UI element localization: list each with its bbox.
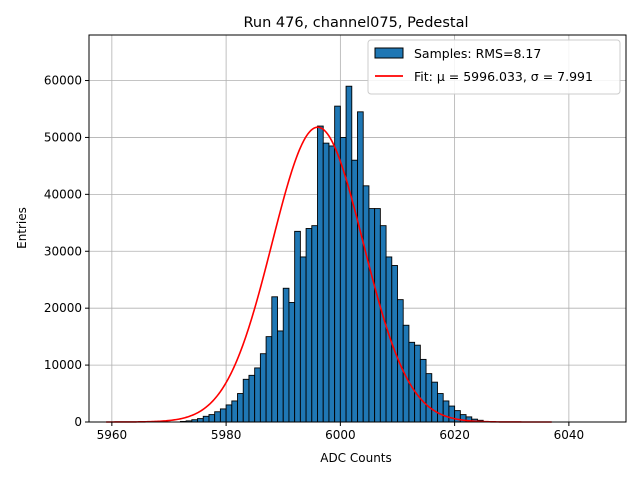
x-tick-label: 5980 xyxy=(211,428,242,442)
histogram-bar xyxy=(214,411,221,423)
histogram-bar xyxy=(374,208,381,423)
x-axis-label: ADC Counts xyxy=(320,451,392,465)
histogram-bar xyxy=(288,302,296,423)
histogram-bar xyxy=(219,408,227,423)
y-tick-label: 0 xyxy=(74,415,82,429)
gaussian-fit-line xyxy=(106,126,552,423)
histogram-bar xyxy=(425,373,433,423)
histogram-bar xyxy=(322,142,330,423)
x-tick-label: 6020 xyxy=(439,428,470,442)
histogram-bar xyxy=(231,400,238,423)
histogram-bar xyxy=(282,287,290,423)
y-tick-label: 10000 xyxy=(44,358,82,372)
y-tick-label: 40000 xyxy=(44,187,82,201)
histogram-bar xyxy=(208,414,216,423)
x-tick-label: 5960 xyxy=(97,428,128,442)
histogram-bar xyxy=(242,378,250,423)
histogram-bar xyxy=(437,393,444,423)
legend-samples-label: Samples: RMS=8.17 xyxy=(414,46,541,61)
y-axis-ticks: 0 10000 20000 30000 40000 50000 60000 xyxy=(44,74,89,429)
y-tick-label: 30000 xyxy=(44,244,82,258)
legend-samples-swatch xyxy=(374,47,404,59)
histogram-bar xyxy=(419,358,427,423)
y-axis-label: Entries xyxy=(15,207,29,249)
histogram-bars xyxy=(179,85,490,423)
chart-title: Run 476, channel075, Pedestal xyxy=(243,15,468,31)
histogram-bar xyxy=(248,374,256,423)
x-axis-ticks: 5960 5980 6000 6020 6040 xyxy=(97,422,585,442)
y-tick-label: 50000 xyxy=(44,130,82,144)
histogram-bar xyxy=(277,330,284,423)
histogram-bar xyxy=(431,381,438,423)
plot-frame xyxy=(88,34,627,423)
histogram-bar xyxy=(259,353,267,423)
histogram-bar xyxy=(345,85,353,423)
histogram-bar xyxy=(202,415,210,423)
histogram-bar xyxy=(271,296,278,423)
histogram-bar xyxy=(254,367,261,423)
histogram-bar xyxy=(317,125,324,423)
histogram-bar xyxy=(237,393,244,423)
histogram-bar xyxy=(299,256,307,423)
y-tick-label: 60000 xyxy=(44,74,82,88)
histogram-bar xyxy=(311,225,318,423)
histogram-bar xyxy=(448,405,456,423)
histogram-bar xyxy=(328,145,336,423)
x-tick-label: 6040 xyxy=(554,428,585,442)
histogram-bar xyxy=(362,185,370,423)
histogram-bar xyxy=(339,136,347,423)
histogram-bar xyxy=(357,111,364,423)
x-tick-label: 6000 xyxy=(325,428,356,442)
y-tick-label: 20000 xyxy=(44,301,82,315)
legend: Samples: RMS=8.17 Fit: μ = 5996.033, σ =… xyxy=(367,39,621,95)
histogram-bar xyxy=(368,208,376,423)
histogram-bar xyxy=(414,344,421,423)
histogram-bar xyxy=(442,400,450,423)
histogram-bar xyxy=(305,228,313,423)
histogram-bar xyxy=(197,418,204,423)
histogram-bar xyxy=(225,404,233,423)
legend-box xyxy=(367,39,621,95)
histogram-bar xyxy=(265,336,273,423)
histogram-bar xyxy=(294,230,301,423)
legend-fit-label: Fit: μ = 5996.033, σ = 7.991 xyxy=(414,69,593,84)
